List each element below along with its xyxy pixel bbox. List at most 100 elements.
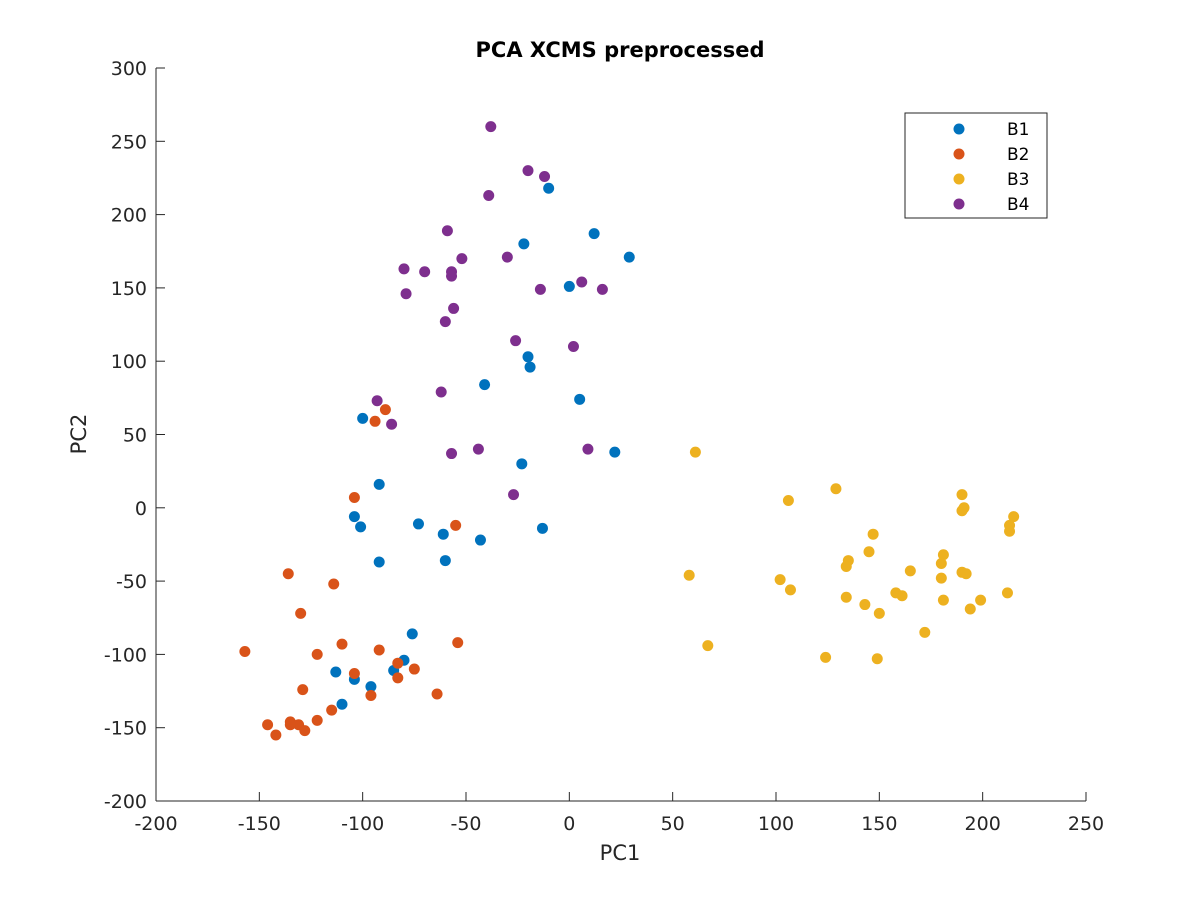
data-point [282,568,294,580]
data-point [357,412,369,424]
data-point [820,651,832,663]
data-point [311,648,323,660]
data-point [336,698,348,710]
x-tick-label: -200 [134,813,177,835]
data-point [574,393,586,405]
data-point [446,448,458,460]
y-tick-label: 150 [111,278,147,300]
data-point [386,418,398,430]
y-tick-label: 50 [123,425,147,447]
data-point [510,335,522,347]
data-point [398,263,410,275]
data-point [439,555,451,567]
data-point [539,170,551,182]
data-point [935,558,947,570]
data-point [262,719,274,731]
data-point [373,556,385,568]
axes: -200 -150 -100 -50 0 50 100 150 200 250 -200 -150 -1… [104,58,1104,835]
data-point [543,182,555,194]
y-axis-label: PC2 [67,414,91,455]
data-point [873,607,885,619]
y-tick-label: -100 [104,644,147,666]
data-point [919,626,931,638]
data-point [328,578,340,590]
data-point [522,165,534,177]
data-point [958,502,970,514]
x-tick-label: 250 [1068,813,1104,835]
legend-box [904,112,1048,219]
data-point [437,528,449,540]
series-b4 [371,121,608,501]
data-point [406,628,418,640]
legend-marker [953,123,965,135]
data-point [582,443,594,455]
data-point [1004,525,1016,537]
series-b3 [683,446,1020,665]
data-point [863,546,875,558]
data-point [596,283,608,295]
data-point [904,565,916,577]
data-point [576,276,588,288]
data-point [1008,511,1020,523]
y-tick-label: 250 [111,131,147,153]
data-point [474,534,486,546]
data-point [689,446,701,458]
data-point [450,519,462,531]
data-point [441,225,453,237]
data-point [373,478,385,490]
data-point [373,644,385,656]
data-point [348,511,360,523]
y-tick-label: 300 [111,58,147,80]
data-point [326,704,338,716]
legend-label: B3 [1007,170,1029,190]
data-point [960,568,972,580]
data-point [975,594,987,606]
data-point [472,443,484,455]
data-point [446,270,458,282]
x-axis-label: PC1 [600,841,641,865]
data-point [369,415,381,427]
data-point [379,404,391,416]
data-point [840,591,852,603]
data-point [964,603,976,615]
data-point [518,238,530,250]
data-point [567,341,579,353]
data-point [348,492,360,504]
data-point [609,446,621,458]
data-point [297,684,309,696]
series-b2 [239,404,464,741]
data-point [896,590,908,602]
data-point [871,653,883,665]
data-point [348,667,360,679]
x-tick-label: -100 [341,813,384,835]
data-point [336,638,348,650]
y-tick-label: 200 [111,205,147,227]
data-point [683,569,695,581]
data-point [371,395,383,407]
data-point [588,228,600,240]
data-point [1001,587,1013,599]
data-point [400,288,412,300]
series-b1 [330,182,635,710]
data-point [524,361,536,373]
data-point [311,714,323,726]
legend: B1 B2 B3 B4 [904,112,1048,219]
data-point [412,518,424,530]
data-point [536,522,548,534]
data-point [840,560,852,572]
data-point [782,494,794,506]
data-point [935,572,947,584]
x-tick-label: 0 [563,813,575,835]
data-point [937,549,949,561]
data-point [456,253,468,265]
data-point [365,689,377,701]
legend-marker [953,148,965,160]
data-point [284,719,296,731]
data-point [448,302,460,314]
data-point [830,483,842,495]
data-point [937,594,949,606]
legend-marker [953,173,965,185]
data-point [439,316,451,328]
